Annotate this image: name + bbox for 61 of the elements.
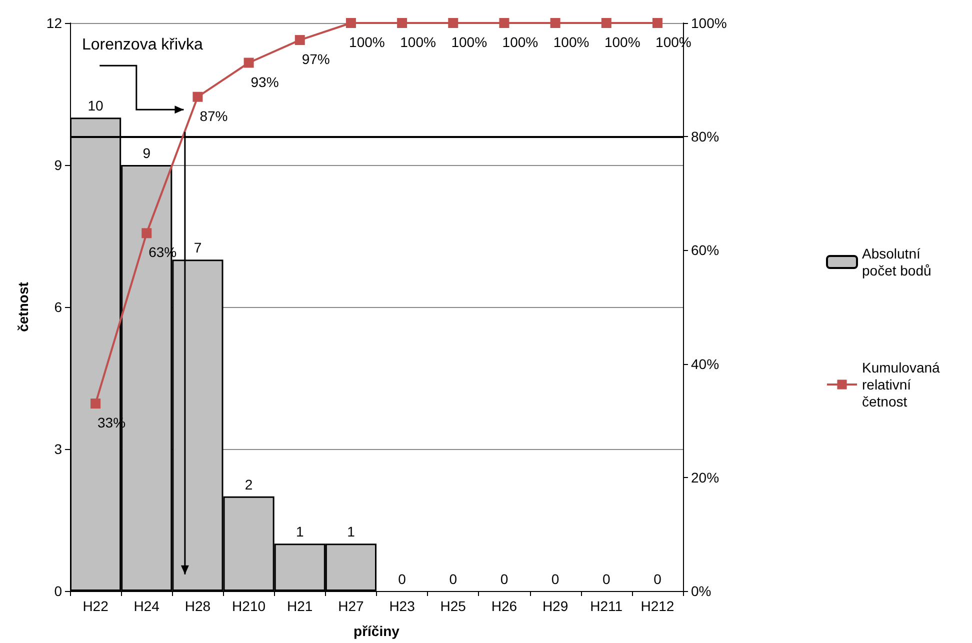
y-tick-label: 3 bbox=[54, 441, 62, 457]
data-label: 1 bbox=[296, 524, 304, 540]
data-label: 100% bbox=[349, 34, 385, 50]
point bbox=[397, 18, 408, 28]
point bbox=[448, 18, 458, 28]
x-tick-label: H21 bbox=[287, 598, 313, 614]
data-label: 100% bbox=[553, 34, 590, 50]
data-label: 0 bbox=[500, 571, 508, 587]
y2-tick-label: 100% bbox=[691, 15, 727, 31]
x-axis-title: příčiny bbox=[354, 623, 400, 639]
y-axis-title: četnost bbox=[15, 282, 31, 332]
x-tick-label: H26 bbox=[491, 598, 518, 614]
point bbox=[244, 58, 254, 68]
point bbox=[142, 228, 152, 238]
data-label: 0 bbox=[449, 571, 458, 587]
point bbox=[601, 18, 612, 28]
data-label: 1 bbox=[347, 524, 356, 540]
data-label: 100% bbox=[604, 34, 640, 50]
data-label: 10 bbox=[88, 98, 104, 114]
data-label: 93% bbox=[250, 74, 279, 90]
data-label: 0 bbox=[398, 571, 406, 587]
data-label: 0 bbox=[551, 571, 560, 587]
x-tick-label: H24 bbox=[134, 598, 160, 614]
x-tick-label: H211 bbox=[590, 598, 623, 614]
point bbox=[652, 18, 662, 28]
x-tick-label: H212 bbox=[640, 598, 674, 614]
y-tick-label: 6 bbox=[54, 299, 62, 315]
y2-tick-label: 20% bbox=[691, 469, 720, 486]
x-tick-label: H27 bbox=[338, 598, 364, 614]
point bbox=[90, 398, 101, 409]
legend-label: Absolutní počet bodů bbox=[862, 246, 932, 278]
y2-tick-label: 0% bbox=[691, 583, 712, 599]
data-label: 9 bbox=[142, 145, 151, 161]
point bbox=[346, 18, 356, 28]
data-label: 100% bbox=[400, 34, 436, 50]
data-label: 2 bbox=[244, 476, 253, 492]
legend-label: Kumulovaná relativní četnost bbox=[862, 360, 944, 410]
point bbox=[294, 35, 305, 46]
x-tick-label: H28 bbox=[184, 598, 211, 614]
point bbox=[192, 92, 203, 102]
data-label: 97% bbox=[302, 51, 330, 68]
point bbox=[550, 18, 560, 28]
data-label: 100% bbox=[451, 34, 488, 50]
x-tick-label: H210 bbox=[232, 598, 266, 614]
x-tick-label: H29 bbox=[542, 598, 568, 614]
y2-tick-label: 60% bbox=[691, 242, 720, 258]
annotation: Lorenzova křivka bbox=[82, 36, 204, 54]
y2-tick-label: 80% bbox=[691, 128, 720, 145]
y-tick-label: 12 bbox=[46, 15, 62, 31]
data-label: 7 bbox=[194, 240, 202, 256]
data-label: 0 bbox=[654, 571, 662, 587]
point bbox=[499, 18, 510, 28]
x-tick-label: H23 bbox=[389, 598, 416, 614]
x-tick-label: H22 bbox=[82, 598, 109, 614]
data-label: 0 bbox=[602, 571, 610, 587]
y-tick-label: 0 bbox=[54, 583, 62, 599]
y-tick-label: 9 bbox=[54, 157, 62, 173]
data-label: 100% bbox=[502, 34, 538, 50]
data-label: 87% bbox=[200, 108, 228, 124]
x-tick-label: H25 bbox=[440, 598, 466, 614]
y2-tick-label: 40% bbox=[691, 356, 720, 372]
